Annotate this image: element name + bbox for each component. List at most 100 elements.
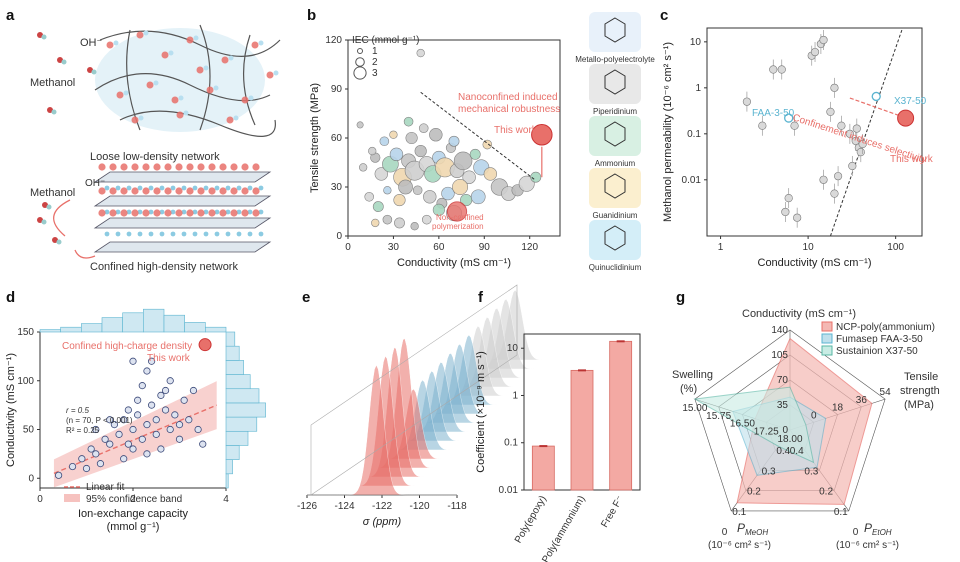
data-point bbox=[106, 416, 114, 424]
radar-tick-pmeoh: 0.4 bbox=[776, 446, 790, 457]
data-point bbox=[393, 194, 406, 207]
radar-tick-pmeoh: 0 bbox=[722, 527, 728, 538]
data-point bbox=[781, 207, 790, 217]
data-point bbox=[106, 440, 114, 448]
x-axis-label: Ion-exchange capacity bbox=[78, 508, 189, 520]
nmr-spectrum bbox=[321, 347, 471, 478]
waterfall-frame bbox=[310, 284, 518, 496]
structure-label: Ammonium bbox=[595, 159, 636, 168]
data-point bbox=[819, 175, 828, 184]
radar-tick-swelling: 15.00 bbox=[682, 403, 707, 414]
panel-b-points bbox=[356, 48, 553, 231]
radar-axis-petoh: PEtOH bbox=[864, 521, 892, 537]
data-point bbox=[115, 430, 123, 438]
this-work-point bbox=[198, 338, 212, 352]
methanol-molecule bbox=[91, 69, 97, 75]
confined-anion bbox=[203, 185, 209, 191]
cation-dot bbox=[266, 71, 274, 79]
cation-dot bbox=[196, 66, 204, 74]
methanol-molecule bbox=[61, 59, 67, 65]
data-point bbox=[364, 192, 374, 202]
y-tick-label: 150 bbox=[17, 327, 34, 338]
confined-anion bbox=[170, 231, 176, 237]
graphene-layer bbox=[93, 195, 272, 207]
water-dot bbox=[203, 65, 209, 71]
radar-tick-petoh: 0.2 bbox=[819, 487, 833, 498]
data-point bbox=[830, 189, 839, 198]
faa-label: FAA-3-50 bbox=[752, 108, 795, 119]
confined-cation bbox=[120, 209, 128, 217]
x-histogram-bar bbox=[81, 323, 103, 333]
x-histogram-bar bbox=[60, 326, 82, 333]
data-point bbox=[530, 171, 542, 183]
high-charge-annotation: Confined high-charge density bbox=[62, 341, 192, 352]
data-point bbox=[124, 406, 132, 414]
x-tick-label: 60 bbox=[433, 242, 445, 253]
transport-arrow bbox=[53, 199, 71, 237]
loose-network-charges bbox=[37, 30, 279, 245]
water-dot bbox=[213, 85, 219, 91]
y-tick-label: 0.01 bbox=[682, 175, 702, 186]
y-tick-label: 0.1 bbox=[504, 438, 518, 449]
panel-f-label: f bbox=[478, 289, 484, 306]
iec-legend: 123 bbox=[353, 46, 378, 80]
stat-r: r = 0.5 bbox=[66, 406, 89, 415]
confined-anion bbox=[225, 231, 231, 237]
panel-b-label: b bbox=[307, 7, 316, 24]
data-point bbox=[120, 455, 128, 463]
methanol-molecule bbox=[46, 204, 52, 210]
y-tick-label: 0.01 bbox=[499, 485, 519, 496]
x-category-label: Free F⁻ bbox=[599, 494, 626, 530]
data-point bbox=[185, 416, 193, 424]
panel-d: d 0 2 4 0 50 100 150 Ion-exchange capacity(mmol… bbox=[5, 289, 266, 533]
cation-dot bbox=[116, 91, 124, 99]
data-point bbox=[166, 425, 174, 434]
y-tick-label: 10 bbox=[690, 37, 702, 48]
y-histogram-bar bbox=[225, 388, 260, 404]
legend-linear-fit: Linear fit bbox=[86, 482, 125, 493]
data-point bbox=[87, 445, 95, 453]
data-point bbox=[171, 411, 179, 419]
legend-swatch bbox=[821, 345, 833, 356]
legend-band-swatch bbox=[64, 494, 80, 502]
radar-axis-tensile: Tensile bbox=[904, 371, 938, 383]
data-point bbox=[432, 203, 445, 216]
radar-tick-tensile: 54 bbox=[880, 387, 892, 398]
caption-loose-network: Loose low-density network bbox=[90, 151, 220, 163]
confined-anion bbox=[247, 231, 253, 237]
data-point bbox=[423, 190, 437, 204]
data-point bbox=[382, 214, 393, 225]
structure-ring-icon bbox=[604, 173, 626, 199]
confined-cation bbox=[131, 209, 139, 217]
cation-dot bbox=[136, 31, 144, 39]
radar-tick-tensile: 0 bbox=[811, 410, 817, 421]
water-dot bbox=[248, 95, 254, 101]
confined-layers bbox=[53, 163, 272, 259]
water-dot bbox=[193, 35, 199, 41]
x-histogram-bar bbox=[39, 329, 61, 333]
x-histogram-bar bbox=[205, 326, 227, 333]
confined-cation bbox=[252, 209, 260, 217]
data-point bbox=[421, 214, 432, 225]
water-dot bbox=[113, 40, 119, 46]
data-point bbox=[129, 445, 137, 453]
x-tick-label: -118 bbox=[447, 501, 467, 512]
y-tick-label: 120 bbox=[325, 35, 342, 46]
nanoconfined-annotation-line2: mechanical robustness bbox=[458, 104, 560, 115]
data-point bbox=[833, 172, 843, 181]
confined-cation bbox=[175, 209, 183, 217]
data-point bbox=[148, 401, 156, 409]
data-point bbox=[784, 194, 793, 203]
radar-tick-swelling: 17.25 bbox=[754, 426, 779, 437]
data-point bbox=[161, 386, 170, 395]
structure-bg bbox=[589, 12, 641, 52]
x-tick-label: 90 bbox=[479, 242, 491, 253]
methanol-molecule bbox=[37, 32, 43, 38]
data-point bbox=[469, 148, 481, 160]
x-tick-label: -122 bbox=[372, 501, 392, 512]
structure-ring-icon bbox=[604, 121, 626, 147]
confined-anion bbox=[115, 231, 121, 237]
confined-cation bbox=[142, 163, 150, 171]
y-axis-label: Coefficient (×10⁻⁹ m s⁻¹) bbox=[475, 351, 487, 473]
y-histogram-bar bbox=[225, 445, 240, 460]
